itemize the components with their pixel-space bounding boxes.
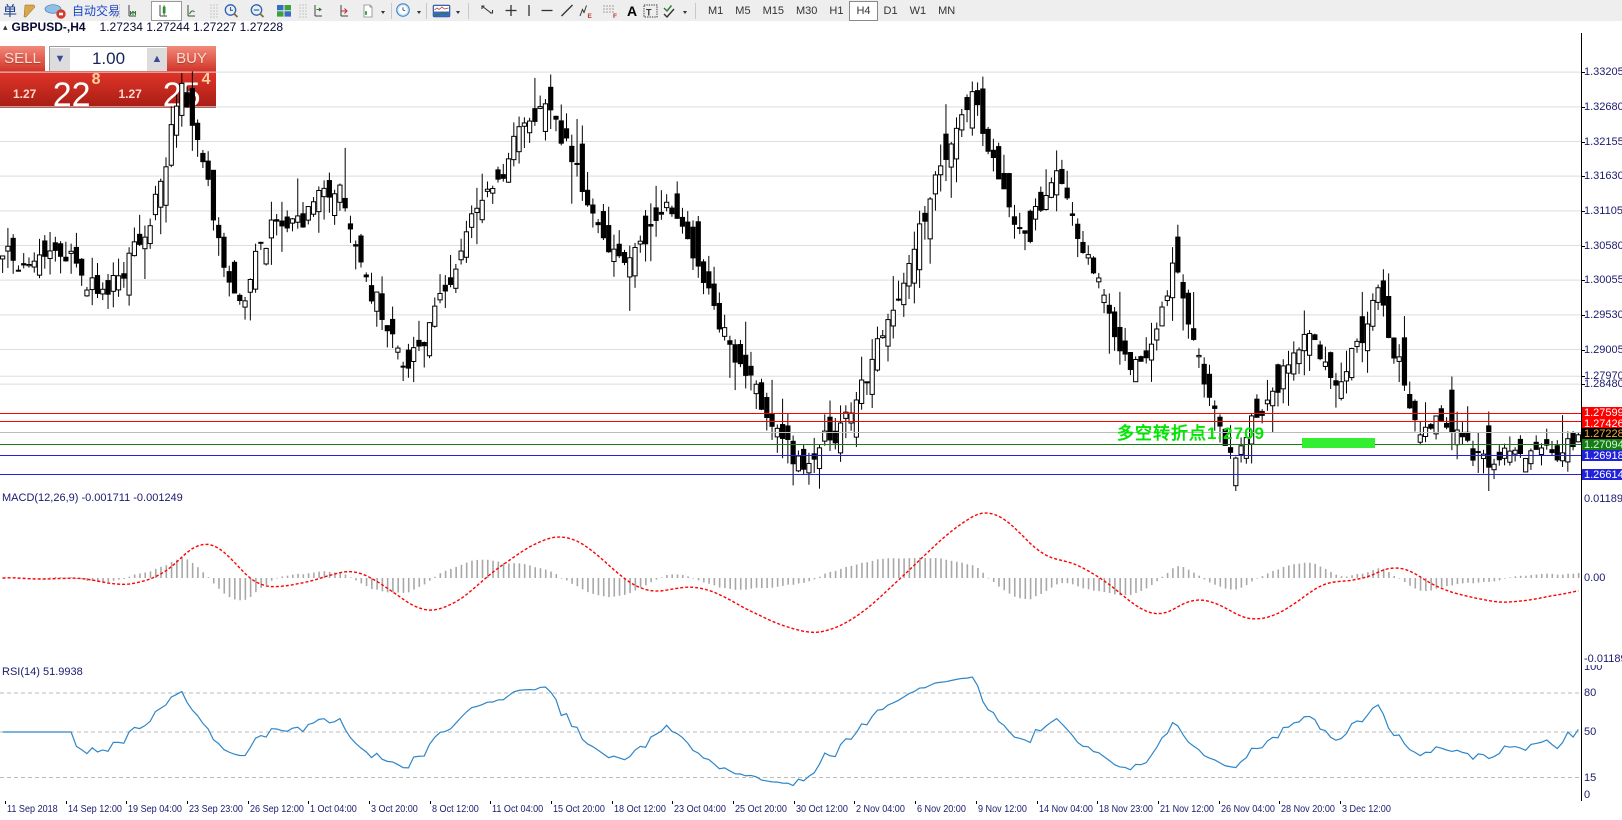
svg-text:E: E xyxy=(588,13,593,19)
svg-text:F: F xyxy=(613,13,617,19)
svg-text:T: T xyxy=(646,7,652,17)
